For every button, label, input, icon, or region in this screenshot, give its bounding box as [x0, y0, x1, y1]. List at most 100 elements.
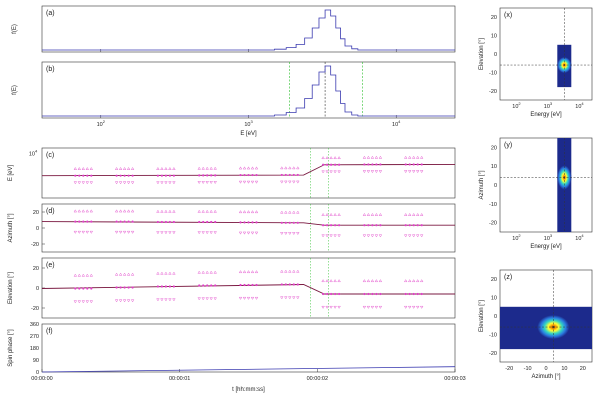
upper-marker-d-7-4 [378, 213, 383, 216]
upper-marker-d-1-2 [122, 209, 127, 213]
xtick-label-z-4: 20 [580, 366, 586, 372]
upper-marker-c-7-0 [362, 155, 367, 159]
xlabel-z: Azimuth [°] [531, 374, 560, 380]
lower-marker-e-8-3 [416, 306, 420, 309]
ytick-label-x-0: 20 [491, 15, 497, 21]
lower-marker-d-1-2 [122, 230, 127, 234]
ytick-label-x-1: 10 [491, 34, 497, 40]
point-e-1-1 [119, 286, 122, 289]
xtick-label-z-1: -10 [524, 366, 532, 372]
upper-marker-e-5-0 [280, 269, 284, 273]
lower-marker-d-1-1 [118, 230, 123, 234]
upper-marker-d-8-4 [420, 213, 424, 216]
upper-marker-e-0-2 [81, 273, 85, 277]
upper-marker-c-6-4 [337, 156, 341, 159]
lower-marker-c-4-4 [254, 180, 259, 184]
point-c-4-4 [255, 173, 258, 177]
xtick-label-y-1: 103 [544, 233, 553, 242]
lower-marker-e-7-3 [374, 306, 379, 309]
upper-marker-d-0-0 [73, 209, 77, 213]
upper-marker-e-7-3 [374, 279, 379, 282]
panel-label-d: (d) [46, 208, 55, 215]
lower-marker-e-7-1 [366, 306, 371, 309]
upper-marker-e-1-2 [122, 272, 127, 276]
point-e-5-0 [280, 283, 283, 286]
ytick-label-x-3: -10 [489, 70, 497, 76]
ytick-label-y-2: 0 [494, 183, 497, 189]
point-e-8-3 [416, 292, 419, 296]
point-c-6-3 [334, 163, 337, 166]
point-c-3-4 [214, 174, 217, 177]
upper-marker-c-5-0 [280, 166, 284, 170]
lower-marker-d-7-1 [366, 234, 371, 238]
upper-marker-d-8-2 [412, 213, 416, 216]
lower-marker-c-7-2 [370, 170, 375, 174]
lower-marker-c-8-1 [408, 170, 412, 174]
lower-marker-c-7-0 [362, 170, 367, 174]
xtick-label-f-3: 00:00:03 [444, 376, 465, 382]
lower-marker-c-1-3 [126, 181, 131, 185]
point-d-3-4 [214, 220, 217, 224]
lower-marker-d-3-0 [197, 231, 201, 235]
lower-marker-c-2-4 [172, 181, 176, 185]
point-d-0-3 [86, 220, 89, 223]
upper-marker-d-7-3 [374, 213, 379, 216]
axes-y [499, 137, 593, 233]
lower-marker-d-0-4 [89, 230, 93, 234]
upper-marker-d-4-1 [242, 210, 247, 214]
lower-marker-d-8-4 [420, 234, 424, 238]
lower-marker-c-6-3 [333, 170, 337, 174]
upper-marker-c-2-0 [156, 167, 160, 170]
upper-marker-d-4-0 [238, 210, 243, 214]
upper-marker-c-4-4 [254, 166, 259, 170]
upper-marker-c-0-2 [81, 167, 85, 170]
upper-marker-d-2-0 [156, 209, 160, 213]
upper-marker-d-1-0 [114, 209, 119, 213]
lower-marker-e-2-0 [156, 298, 160, 302]
point-d-0-4 [90, 220, 93, 223]
upper-marker-d-7-1 [366, 213, 371, 216]
upper-marker-c-4-2 [246, 166, 251, 170]
upper-marker-e-4-2 [246, 270, 251, 273]
xlabel-y: Energy [eV] [530, 244, 562, 250]
lower-marker-e-1-3 [126, 299, 131, 303]
upper-marker-e-8-4 [420, 279, 424, 282]
lower-marker-d-3-2 [205, 231, 209, 235]
xtick-label-z-2: 0 [544, 366, 547, 372]
lower-marker-e-3-3 [209, 297, 213, 301]
ytick-label-x-2: 0 [494, 52, 497, 58]
point-c-4-0 [239, 173, 242, 177]
upper-marker-e-2-4 [172, 271, 176, 275]
point-d-1-3 [127, 220, 130, 223]
lower-marker-d-2-2 [164, 231, 168, 235]
point-c-2-0 [156, 174, 159, 177]
upper-marker-e-6-3 [333, 279, 337, 282]
upper-marker-d-6-4 [337, 213, 341, 216]
upper-marker-e-2-3 [168, 271, 172, 275]
lower-marker-c-2-2 [164, 181, 168, 185]
lower-marker-e-6-3 [333, 306, 337, 309]
point-e-1-2 [123, 286, 126, 289]
lower-marker-c-6-2 [329, 170, 333, 174]
upper-marker-d-7-2 [370, 213, 375, 216]
upper-marker-e-7-1 [366, 279, 371, 282]
point-c-1-1 [119, 174, 122, 177]
upper-marker-c-2-3 [168, 167, 172, 170]
point-c-5-2 [288, 173, 291, 177]
ylabel-z: Elevation [°] [479, 300, 485, 332]
lower-marker-c-3-3 [209, 181, 213, 184]
upper-marker-e-7-0 [362, 279, 367, 282]
upper-marker-c-3-1 [201, 166, 205, 170]
upper-marker-e-5-2 [288, 269, 292, 273]
ytick-label-f-4: 0 [36, 370, 39, 376]
point-d-8-2 [412, 224, 415, 227]
point-d-4-0 [239, 221, 242, 224]
lower-marker-c-7-4 [378, 170, 383, 174]
lower-marker-d-3-4 [213, 231, 217, 235]
upper-marker-d-5-0 [280, 210, 284, 214]
lower-marker-d-4-0 [238, 231, 243, 235]
upper-marker-d-8-0 [404, 213, 408, 216]
point-e-3-4 [214, 284, 217, 287]
upper-marker-e-1-1 [118, 272, 123, 276]
point-d-5-1 [284, 221, 287, 224]
